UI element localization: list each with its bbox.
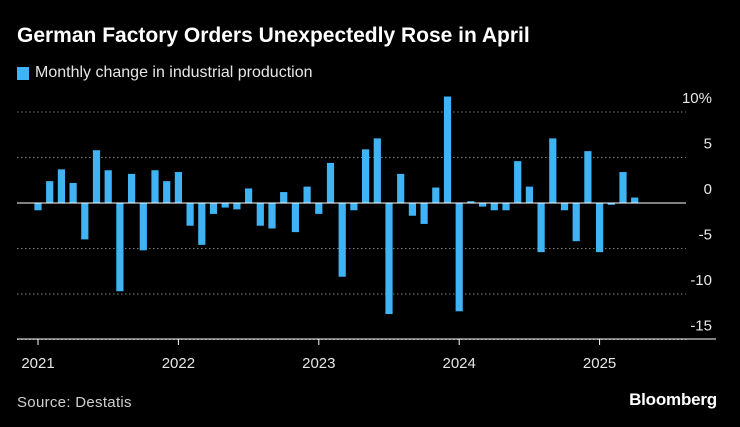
bar bbox=[233, 203, 241, 210]
bar bbox=[560, 203, 569, 211]
bar bbox=[174, 172, 182, 203]
bar bbox=[432, 187, 440, 203]
chart-title: German Factory Orders Unexpectedly Rose … bbox=[17, 24, 530, 47]
bar bbox=[128, 173, 136, 203]
bar bbox=[514, 161, 522, 203]
y-tick-label: 10% bbox=[682, 90, 712, 107]
bar bbox=[198, 203, 206, 245]
legend-swatch bbox=[17, 66, 29, 80]
bar bbox=[350, 203, 358, 211]
bar bbox=[315, 203, 323, 214]
bar bbox=[139, 203, 147, 251]
bar bbox=[549, 138, 557, 203]
bar bbox=[362, 149, 370, 203]
bar bbox=[151, 170, 159, 203]
x-tick-label: 2025 bbox=[583, 355, 616, 372]
bar bbox=[619, 172, 627, 203]
bar bbox=[69, 182, 77, 203]
bar bbox=[34, 203, 42, 211]
bar bbox=[479, 203, 487, 207]
legend: Monthly change in industrial production bbox=[17, 64, 313, 82]
y-tick-label: -5 bbox=[699, 227, 712, 244]
bar bbox=[502, 203, 510, 211]
bar bbox=[443, 96, 452, 203]
y-tick-label: 0 bbox=[704, 181, 712, 198]
bar bbox=[280, 192, 288, 203]
bar bbox=[57, 169, 65, 203]
bar bbox=[631, 197, 639, 203]
bar bbox=[467, 201, 475, 203]
source-note: Source: Destatis bbox=[17, 394, 132, 411]
bar bbox=[92, 150, 101, 203]
bloomberg-logo: Bloomberg bbox=[629, 390, 717, 409]
bar bbox=[209, 203, 218, 214]
bar bbox=[163, 181, 171, 203]
x-tick-label: 2024 bbox=[443, 355, 476, 372]
bar bbox=[373, 138, 381, 203]
bar bbox=[607, 203, 615, 205]
bar bbox=[490, 203, 498, 211]
bar bbox=[420, 203, 428, 224]
bar bbox=[338, 203, 346, 277]
bar bbox=[455, 203, 463, 312]
bar bbox=[397, 173, 405, 203]
bar bbox=[537, 203, 545, 253]
y-tick-label: -15 bbox=[690, 318, 712, 335]
bar bbox=[291, 203, 299, 233]
bar bbox=[116, 203, 124, 292]
bar bbox=[385, 203, 393, 315]
bar bbox=[408, 203, 416, 216]
y-tick-label: -10 bbox=[690, 272, 712, 289]
bar bbox=[186, 203, 194, 226]
bar bbox=[104, 170, 112, 203]
bar bbox=[46, 181, 54, 203]
bar bbox=[256, 203, 264, 226]
bar bbox=[81, 203, 89, 240]
y-tick-label: 5 bbox=[704, 136, 712, 153]
bar bbox=[245, 188, 253, 203]
bar bbox=[268, 203, 276, 229]
bar bbox=[525, 186, 533, 203]
bar bbox=[596, 203, 604, 253]
bar bbox=[221, 203, 229, 208]
x-tick-label: 2021 bbox=[21, 355, 54, 372]
bar bbox=[326, 162, 335, 203]
x-tick-label: 2022 bbox=[162, 355, 195, 372]
x-tick-label: 2023 bbox=[302, 355, 335, 372]
bar bbox=[572, 203, 580, 242]
legend-label: Monthly change in industrial production bbox=[35, 64, 313, 81]
bar bbox=[584, 151, 592, 203]
bar bbox=[303, 186, 311, 203]
